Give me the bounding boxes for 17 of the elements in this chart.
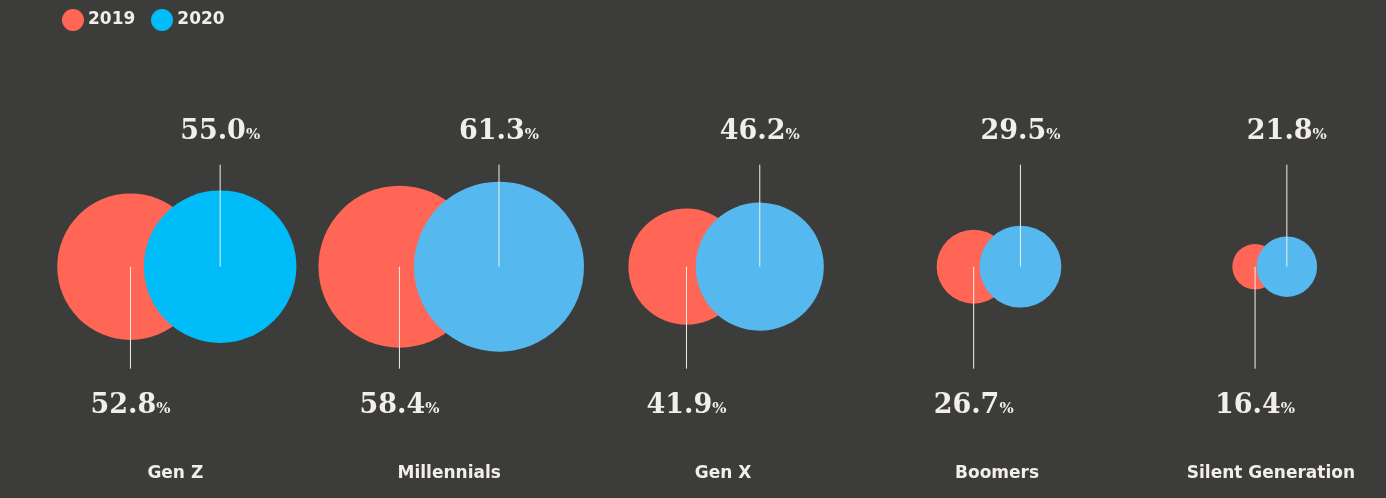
category-label: Millennials	[397, 462, 501, 483]
data-label: 16.4%	[1215, 387, 1296, 419]
category-label: Silent Generation	[1186, 462, 1356, 483]
data-label: 52.8%	[90, 387, 171, 419]
category-label: Gen X	[694, 462, 752, 483]
legend-label: 2019	[88, 8, 136, 28]
legend-label: 2020	[177, 8, 225, 28]
data-label: 61.3%	[459, 113, 540, 145]
data-label: 21.8%	[1246, 113, 1327, 145]
category-label: Gen Z	[147, 462, 204, 483]
data-label: 29.5%	[980, 113, 1061, 145]
category-label: Boomers	[955, 462, 1040, 483]
data-label: 58.4%	[359, 387, 440, 419]
data-label: 41.9%	[646, 387, 727, 419]
data-label: 46.2%	[719, 113, 800, 145]
data-label: 55.0%	[180, 113, 261, 145]
data-label: 26.7%	[933, 387, 1014, 419]
